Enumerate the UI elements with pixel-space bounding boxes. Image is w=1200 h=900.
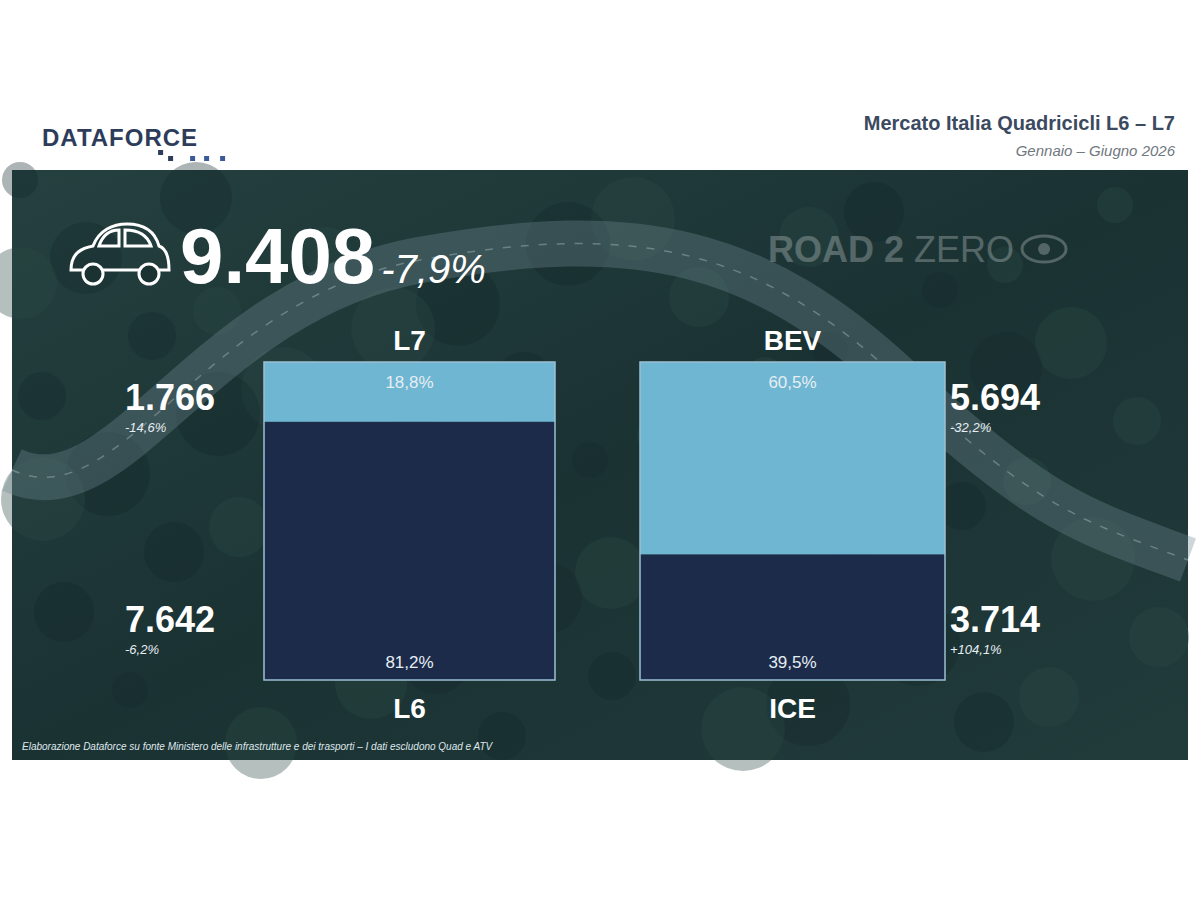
series-count: 3.714 bbox=[950, 599, 1040, 640]
series-name: BEV bbox=[764, 325, 822, 356]
texture bbox=[18, 372, 66, 420]
texture bbox=[112, 672, 148, 708]
data-label: 39,5% bbox=[768, 653, 816, 672]
watermark-part: 2 bbox=[874, 229, 904, 270]
title: Mercato Italia Quadricicli L6 – L7 bbox=[864, 112, 1175, 134]
total-change: -7,9% bbox=[381, 247, 486, 291]
texture bbox=[1019, 667, 1079, 727]
logo-dot bbox=[168, 156, 173, 161]
data-label: 60,5% bbox=[768, 373, 816, 392]
series-count: 7.642 bbox=[125, 599, 215, 640]
watermark-part: ROAD bbox=[768, 229, 874, 270]
series-name: L6 bbox=[393, 693, 426, 724]
texture bbox=[34, 582, 94, 642]
texture bbox=[1035, 307, 1107, 379]
label-group: 81,2% 18,8% L6 7.642 -6,2% L7 1.766 -14,6% bbox=[125, 325, 434, 724]
car-windows bbox=[99, 230, 151, 246]
texture bbox=[478, 712, 526, 760]
panel-background bbox=[12, 170, 1188, 760]
series-count: 5.694 bbox=[950, 377, 1040, 418]
eye-icon bbox=[1022, 236, 1066, 262]
bar-frame bbox=[640, 362, 945, 680]
header-band bbox=[12, 100, 1188, 170]
series-change: +104,1% bbox=[950, 642, 1002, 657]
bar-segment bbox=[640, 554, 945, 680]
subtitle: Gennaio – Giugno 2026 bbox=[1016, 142, 1176, 159]
series-change: -32,2% bbox=[950, 420, 991, 435]
bar-segment bbox=[264, 422, 555, 680]
watermark: ROAD 2 ZERO bbox=[768, 229, 1014, 270]
series-change: -14,6% bbox=[125, 420, 166, 435]
car-wheel bbox=[83, 264, 103, 284]
texture bbox=[144, 522, 204, 582]
texture bbox=[209, 497, 269, 557]
texture bbox=[0, 247, 57, 319]
texture bbox=[922, 272, 958, 308]
footnote: Elaborazione Dataforce su fonte Minister… bbox=[22, 741, 494, 752]
texture bbox=[1097, 187, 1133, 223]
car-body bbox=[71, 224, 169, 270]
total-value: 9.408 bbox=[180, 212, 375, 300]
data-label: 81,2% bbox=[385, 653, 433, 672]
data-label: 18,8% bbox=[385, 373, 433, 392]
bar-group bbox=[640, 362, 945, 680]
car-wheel bbox=[139, 264, 159, 284]
logo-dot bbox=[220, 156, 225, 161]
label-group: 39,5% 60,5% ICE 3.714 +104,1% BEV 5.694 -32,2% bbox=[764, 325, 1040, 724]
logo-dot bbox=[158, 150, 163, 155]
texture bbox=[128, 312, 176, 360]
logo-dot bbox=[190, 156, 195, 161]
texture bbox=[588, 652, 636, 700]
texture bbox=[954, 692, 1014, 752]
series-change: -6,2% bbox=[125, 642, 159, 657]
bar-group bbox=[264, 362, 555, 680]
canvas: DATAFORCE Mercato Italia Quadricicli L6 –… bbox=[0, 0, 1200, 900]
texture bbox=[1113, 397, 1161, 445]
series-name: L7 bbox=[393, 325, 426, 356]
texture bbox=[1129, 607, 1189, 667]
eye-icon bbox=[1038, 243, 1050, 255]
texture bbox=[575, 537, 647, 609]
logo-dot bbox=[204, 156, 209, 161]
car-icon bbox=[71, 224, 169, 284]
watermark-part: ZERO bbox=[904, 229, 1014, 270]
series-name: ICE bbox=[769, 693, 816, 724]
bar-segment bbox=[640, 362, 945, 554]
series-count: 1.766 bbox=[125, 377, 215, 418]
bar-frame bbox=[264, 362, 555, 680]
texture bbox=[2, 162, 38, 198]
logo: DATAFORCE bbox=[42, 124, 198, 151]
texture bbox=[572, 442, 608, 478]
bar-segment bbox=[264, 362, 555, 422]
